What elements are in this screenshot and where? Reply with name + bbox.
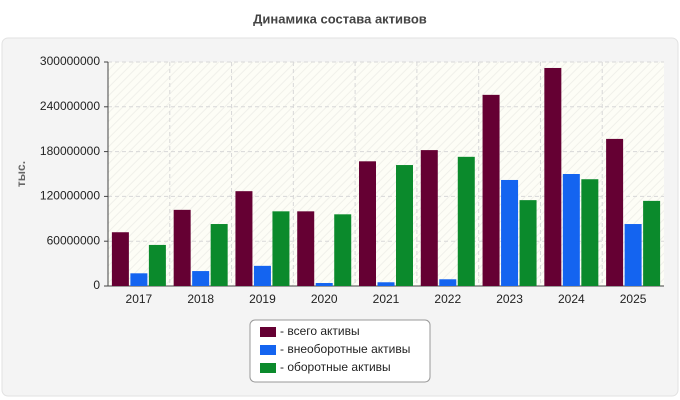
x-tick-label: 2018 — [187, 292, 214, 306]
bar — [562, 174, 580, 286]
y-tick-label: 120000000 — [40, 189, 100, 203]
legend-label: - всего активы — [280, 324, 360, 338]
bar — [581, 179, 599, 286]
bar — [297, 211, 315, 286]
x-tick-label: 2020 — [311, 292, 338, 306]
bar — [457, 156, 475, 286]
y-tick-label: 240000000 — [40, 99, 100, 113]
chart-title: Динамика состава активов — [253, 11, 427, 26]
x-tick-label: 2019 — [249, 292, 276, 306]
bar — [148, 244, 166, 286]
x-tick-label: 2021 — [373, 292, 400, 306]
legend-swatch — [260, 363, 276, 373]
legend-swatch — [260, 345, 276, 355]
bar — [130, 273, 148, 286]
bar — [396, 165, 413, 286]
bar — [606, 138, 624, 286]
legend-swatch — [260, 327, 276, 337]
bar — [192, 271, 210, 286]
y-tick-label: 0 — [93, 278, 100, 292]
bar — [544, 67, 562, 287]
bar — [235, 191, 253, 286]
x-tick-label: 2024 — [558, 292, 585, 306]
legend-label: - оборотные активы — [280, 360, 391, 374]
bar — [272, 211, 290, 286]
bar — [334, 214, 352, 286]
bar — [501, 179, 519, 286]
x-tick-label: 2023 — [496, 292, 523, 306]
bar — [253, 265, 271, 286]
y-tick-label: 300000000 — [40, 54, 100, 68]
plot-area — [108, 62, 664, 286]
bar — [173, 209, 191, 286]
bar — [210, 224, 228, 286]
x-tick-label: 2022 — [434, 292, 461, 306]
y-tick-label: 60000000 — [47, 233, 101, 247]
y-axis-label: тыс. — [14, 161, 28, 187]
bar — [377, 282, 395, 286]
bar — [519, 200, 537, 286]
y-tick-label: 180000000 — [40, 144, 100, 158]
bar — [359, 161, 376, 286]
bar — [111, 232, 129, 286]
bar — [482, 94, 500, 286]
bar — [439, 279, 457, 286]
bar — [624, 224, 642, 286]
x-tick-label: 2025 — [620, 292, 647, 306]
bar — [643, 200, 661, 286]
bar — [420, 150, 438, 286]
bar — [315, 283, 333, 286]
legend-label: - внеоборотные активы — [280, 342, 410, 356]
x-tick-label: 2017 — [126, 292, 153, 306]
legend — [249, 319, 431, 383]
